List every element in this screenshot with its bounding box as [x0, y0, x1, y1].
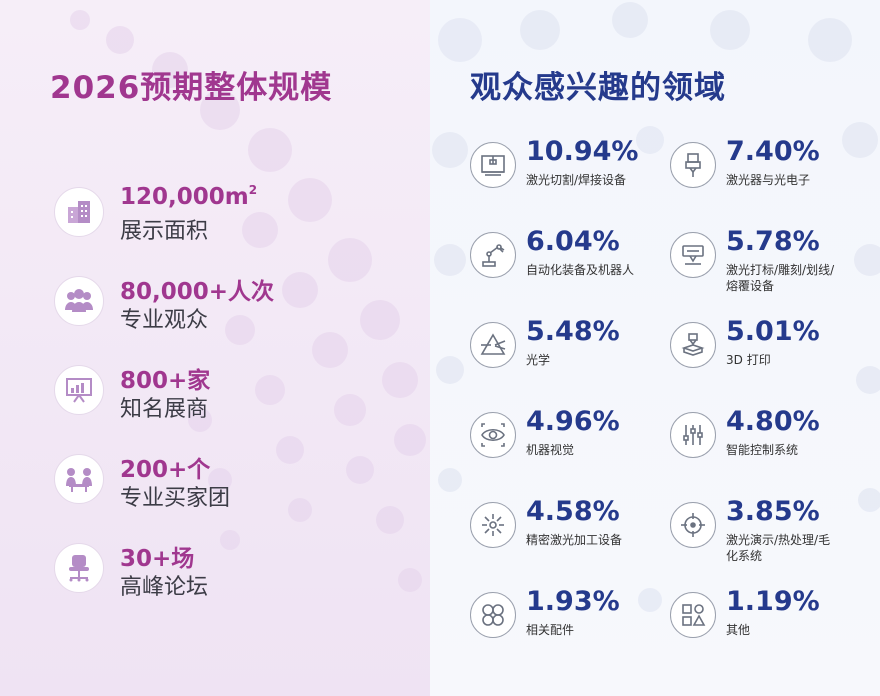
interest-title: 观众感兴趣的领域	[470, 70, 726, 106]
marking-machine-icon	[670, 232, 716, 278]
people-group-icon	[54, 276, 104, 326]
clover-parts-icon	[470, 592, 516, 638]
laser-emitter-icon	[670, 142, 716, 188]
field-label: 光学	[526, 353, 551, 367]
scale-title: 2026预期整体规模	[50, 70, 333, 106]
eye-scan-icon	[470, 412, 516, 458]
field-percentage: 6.04%	[526, 226, 620, 257]
field-item: 4.58% 精密激光加工设备	[470, 496, 670, 582]
scale-value: 30+场	[120, 546, 195, 572]
scale-label: 知名展商	[120, 397, 209, 422]
scale-item-forums: 30+场 高峰论坛	[54, 539, 384, 603]
field-item: 5.78% 激光打标/雕刻/划线/熔覆设备	[670, 226, 870, 312]
field-item: 10.94% 激光切割/焊接设备	[470, 136, 670, 222]
decorative-dot-pattern	[432, 2, 880, 612]
field-percentage: 5.48%	[526, 316, 620, 347]
field-percentage: 7.40%	[726, 136, 820, 167]
robot-arm-icon	[470, 232, 516, 278]
field-item: 1.93% 相关配件	[470, 586, 670, 672]
presentation-board-icon	[54, 365, 104, 415]
3d-printer-icon	[670, 322, 716, 368]
scale-value: 80,000+人次	[120, 279, 275, 305]
field-label: 激光器与光电子	[726, 173, 811, 187]
field-percentage: 5.01%	[726, 316, 820, 347]
scale-label: 展示面积	[120, 219, 209, 244]
field-label: 智能控制系统	[726, 443, 799, 457]
field-percentage: 3.85%	[726, 496, 820, 527]
prism-icon	[470, 322, 516, 368]
office-chair-icon	[54, 543, 104, 593]
crosshair-icon	[670, 502, 716, 548]
scale-label: 专业买家团	[120, 486, 231, 511]
laser-cutting-machine-icon	[470, 142, 516, 188]
field-item: 1.19% 其他	[670, 586, 870, 672]
scale-item-buyers: 200+个 专业买家团	[54, 450, 384, 514]
field-percentage: 1.19%	[726, 586, 820, 617]
field-label: 激光演示/热处理/毛化系统	[726, 533, 831, 563]
field-item: 3.85% 激光演示/热处理/毛化系统	[670, 496, 870, 582]
field-percentage: 4.58%	[526, 496, 620, 527]
field-percentage: 4.96%	[526, 406, 620, 437]
scale-item-exhibitors: 800+家 知名展商	[54, 361, 384, 425]
field-label: 自动化装备及机器人	[526, 263, 635, 277]
field-item: 4.96% 机器视觉	[470, 406, 670, 492]
field-item: 6.04% 自动化装备及机器人	[470, 226, 670, 312]
unit-superscript: 2	[248, 183, 258, 197]
field-item: 4.80% 智能控制系统	[670, 406, 870, 492]
scale-item-area: 120,000m2 展示面积	[54, 183, 384, 247]
field-percentage: 10.94%	[526, 136, 639, 167]
field-percentage: 4.80%	[726, 406, 820, 437]
scale-label: 高峰论坛	[120, 575, 209, 600]
control-sliders-icon	[670, 412, 716, 458]
field-label: 3D 打印	[726, 353, 771, 367]
field-label: 机器视觉	[526, 443, 575, 457]
scale-label: 专业观众	[120, 308, 209, 333]
meeting-icon	[54, 454, 104, 504]
field-label: 相关配件	[526, 623, 575, 637]
scale-value: 120,000m	[120, 184, 249, 210]
decorative-dot-pattern	[70, 10, 426, 592]
field-label: 激光切割/焊接设备	[526, 173, 627, 187]
field-percentage: 5.78%	[726, 226, 820, 257]
field-item: 5.48% 光学	[470, 316, 670, 402]
field-item: 7.40% 激光器与光电子	[670, 136, 870, 222]
field-percentage: 1.93%	[526, 586, 620, 617]
scale-value: 800+家	[120, 368, 211, 394]
building-icon	[54, 187, 104, 237]
field-label: 激光打标/雕刻/划线/熔覆设备	[726, 263, 835, 293]
laser-spark-icon	[470, 502, 516, 548]
field-label: 精密激光加工设备	[526, 533, 623, 547]
field-item: 5.01% 3D 打印	[670, 316, 870, 402]
shapes-grid-icon	[670, 592, 716, 638]
scale-item-visitors: 80,000+人次 专业观众	[54, 272, 384, 336]
scale-value: 200+个	[120, 457, 211, 483]
field-label: 其他	[726, 623, 751, 637]
